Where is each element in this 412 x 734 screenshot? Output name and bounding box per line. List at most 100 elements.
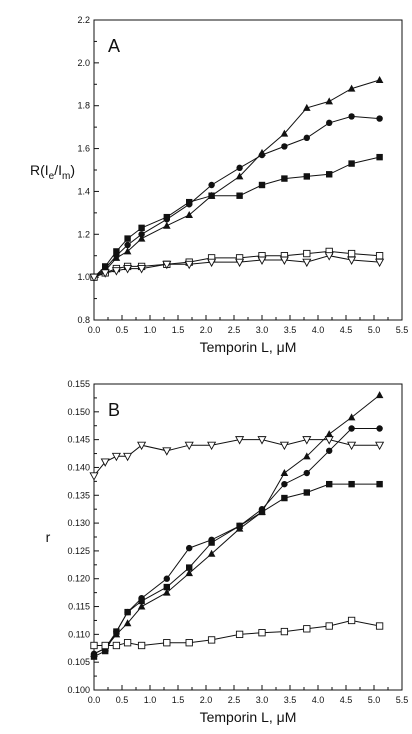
data-point xyxy=(112,641,121,650)
x-axis-label: Temporin L, μM xyxy=(200,709,297,725)
data-point xyxy=(303,103,311,111)
x-axis-label: Temporin L, μM xyxy=(200,339,297,355)
data-point xyxy=(163,213,170,221)
y-tick-label: 0.105 xyxy=(67,657,90,667)
data-point xyxy=(207,636,216,644)
y-tick-label: 1.4 xyxy=(77,186,90,196)
x-tick-label: 3.5 xyxy=(284,325,297,335)
data-point xyxy=(258,181,266,189)
data-point xyxy=(235,172,244,180)
data-point xyxy=(111,267,121,276)
data-point xyxy=(236,522,243,530)
x-tick-label: 4.5 xyxy=(340,695,353,705)
y-tick-label: 0.115 xyxy=(68,602,90,612)
data-point xyxy=(138,231,145,238)
y-tick-label: 0.150 xyxy=(67,407,90,417)
data-point xyxy=(279,441,289,451)
data-point xyxy=(257,436,267,445)
data-point xyxy=(280,627,289,636)
data-point xyxy=(163,221,171,229)
series-triangle-down-open xyxy=(89,436,385,481)
data-point xyxy=(281,494,288,502)
data-point xyxy=(303,489,310,496)
data-point xyxy=(235,630,244,639)
data-point xyxy=(184,260,194,270)
x-tick-label: 5.5 xyxy=(396,695,409,705)
y-tick-label: 0.155 xyxy=(67,379,90,389)
data-point xyxy=(236,164,243,172)
x-tick-label: 4.0 xyxy=(312,695,325,705)
data-point xyxy=(208,181,215,189)
x-tick-label: 2.0 xyxy=(200,325,213,335)
series-square-filled xyxy=(90,480,383,660)
data-point xyxy=(138,224,145,232)
data-point xyxy=(163,639,171,647)
data-point xyxy=(235,436,245,445)
y-axis-label-part: /I xyxy=(54,162,62,178)
data-point xyxy=(137,234,146,242)
y-tick-label: 0.145 xyxy=(67,435,90,445)
data-point xyxy=(303,173,310,180)
data-point xyxy=(124,241,131,249)
series-circle-filled xyxy=(90,425,383,658)
y-tick-label: 0.135 xyxy=(67,490,90,500)
data-point xyxy=(375,391,384,399)
y-tick-label: 2.0 xyxy=(77,58,90,68)
data-point xyxy=(376,425,383,432)
y-tick-label: 1.2 xyxy=(77,229,90,239)
x-tick-label: 3.0 xyxy=(256,325,269,335)
data-point xyxy=(101,641,109,650)
data-point xyxy=(162,447,172,456)
series-triangle-down-open xyxy=(89,252,385,283)
panel-a: 0.0 0.5 1.0 1.5 2.0 2.5 3.0 3.5 4.0 4.5 5.0 5.5 0.8 1… xyxy=(30,15,408,355)
series-line xyxy=(93,439,380,477)
y-tick-label: 0.110 xyxy=(68,629,90,639)
data-point xyxy=(326,171,333,178)
data-point xyxy=(348,160,355,167)
data-point xyxy=(375,258,385,268)
x-tick-label: 0.5 xyxy=(116,695,129,705)
series-square-open xyxy=(90,616,384,650)
data-point xyxy=(302,258,312,268)
series-triangle-filled xyxy=(90,76,384,281)
x-tick-label: 3.5 xyxy=(284,695,297,705)
data-point xyxy=(185,639,193,647)
data-point xyxy=(257,256,267,265)
data-point xyxy=(348,480,355,488)
data-point xyxy=(113,628,120,635)
y-axis-label-part: R(I xyxy=(30,162,49,178)
y-tick-label: 0.100 xyxy=(67,685,90,695)
data-point xyxy=(302,436,312,445)
data-point xyxy=(347,84,356,92)
y-tick-label: 1.6 xyxy=(77,144,90,154)
data-point xyxy=(100,458,110,467)
data-point xyxy=(281,175,288,182)
data-point xyxy=(208,192,215,199)
data-point xyxy=(303,134,310,142)
data-point xyxy=(138,597,145,605)
data-point xyxy=(186,564,193,571)
data-point xyxy=(163,583,170,591)
data-point xyxy=(324,252,334,261)
data-point xyxy=(347,413,356,421)
y-tick-label: 0.8 xyxy=(77,315,90,325)
panel-label: A xyxy=(108,36,120,56)
data-point xyxy=(279,256,289,265)
y-tick-label: 0.140 xyxy=(67,462,90,472)
x-tick-label: 1.0 xyxy=(144,325,157,335)
x-tick-label: 2.5 xyxy=(228,695,241,705)
x-tick-label: 0.5 xyxy=(116,325,129,335)
data-point xyxy=(207,549,216,557)
data-point xyxy=(326,119,333,127)
data-point xyxy=(303,249,311,258)
data-point xyxy=(326,480,333,488)
data-point xyxy=(137,265,147,274)
y-tick-label: 0.130 xyxy=(67,518,90,528)
data-point xyxy=(208,539,215,546)
panel-b: 0.0 0.5 1.0 1.5 2.0 2.5 3.0 3.5 4.0 4.5 5.0 5.5 0.10… xyxy=(46,379,409,725)
x-tick-label: 3.0 xyxy=(256,695,269,705)
x-tick-label: 0.0 xyxy=(88,325,101,335)
series-square-open xyxy=(90,247,384,281)
y-tick-label: 2.2 xyxy=(77,15,90,25)
data-point xyxy=(163,575,170,582)
